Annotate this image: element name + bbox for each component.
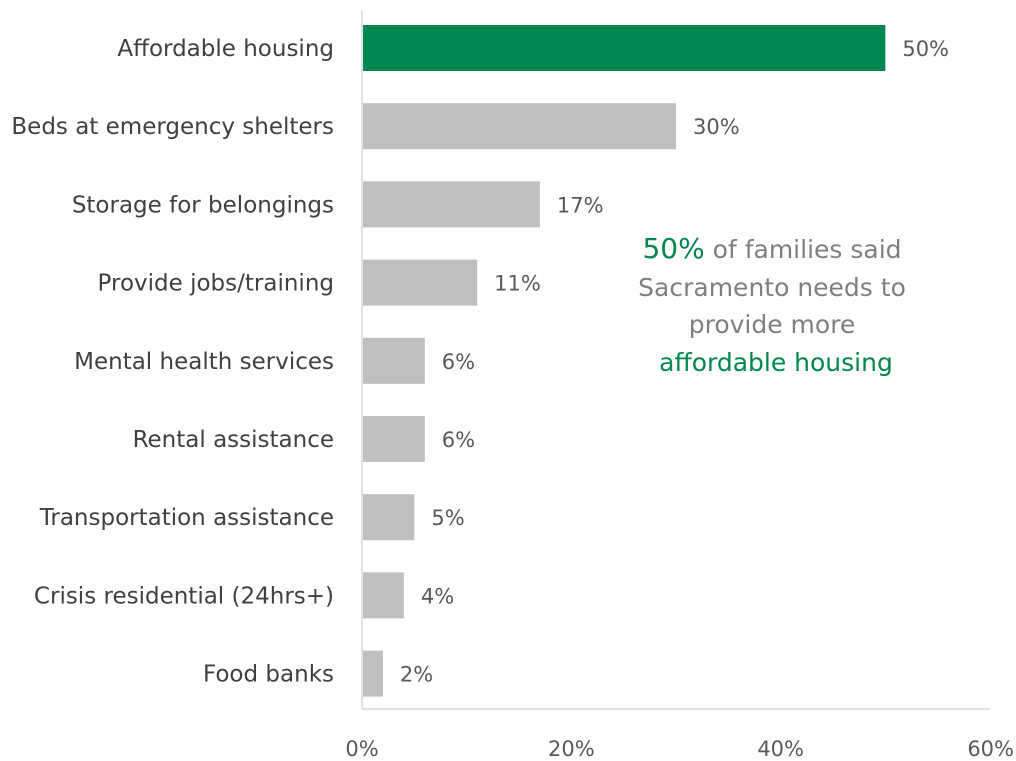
bar-mental-health-services bbox=[363, 337, 425, 384]
bar-rental-assistance bbox=[363, 416, 425, 462]
labels-layer: Affordable housing 50% Beds at emergency s… bbox=[11, 36, 949, 688]
value-label: 4% bbox=[421, 584, 454, 608]
category-label: Food banks bbox=[203, 662, 334, 688]
category-label: Provide jobs/training bbox=[98, 271, 334, 297]
category-label: Beds at emergency shelters bbox=[11, 114, 334, 140]
bar-provide-jobs-training bbox=[363, 259, 478, 306]
category-label: Affordable housing bbox=[117, 36, 334, 62]
bar-food-banks bbox=[363, 650, 383, 697]
value-label: 50% bbox=[902, 37, 949, 61]
value-label: 2% bbox=[400, 663, 433, 687]
category-label: Rental assistance bbox=[133, 427, 334, 453]
value-label: 5% bbox=[431, 506, 464, 530]
value-label: 6% bbox=[442, 428, 475, 452]
value-label: 11% bbox=[494, 272, 541, 296]
bar-transportation-assistance bbox=[363, 494, 415, 541]
callout-highlight-phrase: affordable housing bbox=[659, 348, 893, 377]
category-label: Crisis residential (24hrs+) bbox=[34, 583, 334, 609]
callout-line3: provide more bbox=[689, 310, 856, 339]
x-tick-label: 60% bbox=[967, 737, 1014, 761]
callout-line1-text: of families said bbox=[705, 235, 902, 264]
callout-annotation: 50% of families said Sacramento needs to… bbox=[638, 232, 914, 377]
value-label: 6% bbox=[442, 350, 475, 374]
callout-highlight-percent: 50% bbox=[642, 232, 704, 265]
x-tick-label: 40% bbox=[757, 737, 804, 761]
bar-beds-at-emergency-shelters bbox=[363, 103, 676, 150]
callout-line2: Sacramento needs to bbox=[638, 273, 906, 302]
x-axis-ticks: 0% 20% 40% 60% bbox=[345, 737, 1014, 761]
bars-layer bbox=[363, 25, 886, 697]
value-label: 17% bbox=[557, 193, 604, 217]
bar-crisis-residential-24hrs bbox=[363, 572, 404, 619]
x-tick-label: 0% bbox=[345, 737, 378, 761]
x-tick-label: 20% bbox=[548, 737, 595, 761]
value-label: 30% bbox=[693, 115, 740, 139]
category-label: Storage for belongings bbox=[72, 192, 334, 218]
bar-storage-for-belongings bbox=[363, 181, 540, 228]
category-label: Transportation assistance bbox=[39, 505, 334, 531]
bar-affordable-housing bbox=[363, 25, 886, 71]
category-label: Mental health services bbox=[74, 349, 334, 375]
